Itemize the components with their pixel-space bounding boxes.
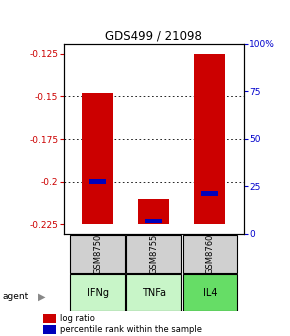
- Bar: [138, 199, 169, 224]
- Bar: [82, 93, 113, 224]
- Text: IL4: IL4: [203, 288, 217, 298]
- FancyBboxPatch shape: [126, 235, 181, 274]
- Bar: [201, 192, 218, 196]
- FancyBboxPatch shape: [70, 274, 125, 311]
- Text: IFNg: IFNg: [86, 288, 108, 298]
- Text: log ratio: log ratio: [60, 314, 95, 323]
- Text: GSM8760: GSM8760: [205, 234, 214, 274]
- Text: percentile rank within the sample: percentile rank within the sample: [60, 325, 202, 334]
- Text: ▶: ▶: [38, 291, 45, 301]
- Title: GDS499 / 21098: GDS499 / 21098: [105, 30, 202, 43]
- FancyBboxPatch shape: [70, 235, 125, 274]
- Bar: [145, 219, 162, 223]
- Text: agent: agent: [3, 292, 29, 301]
- FancyBboxPatch shape: [126, 274, 181, 311]
- Bar: [89, 179, 106, 184]
- Text: TNFa: TNFa: [142, 288, 166, 298]
- Text: GSM8755: GSM8755: [149, 234, 158, 274]
- Bar: [43, 314, 56, 323]
- Bar: [43, 325, 56, 334]
- FancyBboxPatch shape: [183, 274, 237, 311]
- Text: GSM8750: GSM8750: [93, 234, 102, 274]
- FancyBboxPatch shape: [183, 235, 237, 274]
- Bar: [194, 54, 225, 224]
